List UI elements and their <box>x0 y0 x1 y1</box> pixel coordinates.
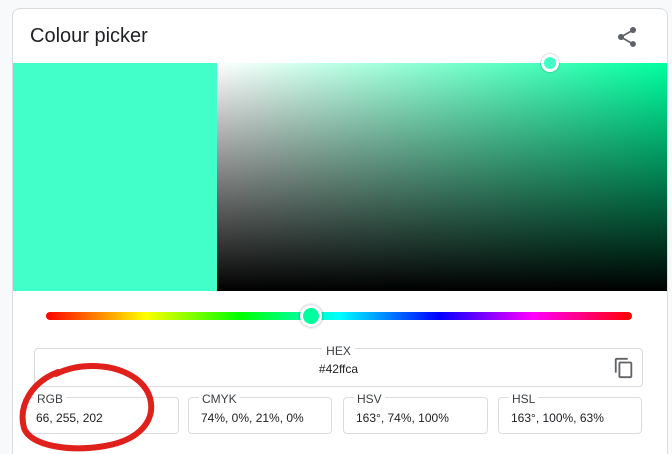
colour-picker-card: Colour picker HEX #42ffca RGB <box>12 8 668 454</box>
saturation-value-area[interactable] <box>217 54 667 291</box>
rgb-field[interactable]: RGB 66, 255, 202 <box>23 392 179 434</box>
hsl-label: HSL <box>509 392 539 406</box>
hue-slider-handle[interactable] <box>300 305 323 327</box>
cmyk-label: CMYK <box>199 392 240 406</box>
hsv-label: HSV <box>354 392 385 406</box>
card-title: Colour picker <box>30 25 148 47</box>
color-preview-swatch <box>13 63 217 291</box>
rgb-label: RGB <box>34 392 67 406</box>
hsl-input[interactable]: 163°, 100%, 63% <box>511 411 604 425</box>
share-icon <box>618 27 636 47</box>
card-header: Colour picker <box>13 9 667 63</box>
cmyk-input[interactable]: 74%, 0%, 21%, 0% <box>201 411 304 425</box>
saturation-value-handle[interactable] <box>541 54 559 72</box>
hsv-field[interactable]: HSV 163°, 74%, 100% <box>343 392 488 434</box>
hex-label: HEX <box>322 344 355 358</box>
copy-button[interactable] <box>613 357 635 379</box>
share-button[interactable] <box>615 25 639 49</box>
hsv-input[interactable]: 163°, 74%, 100% <box>356 411 449 425</box>
copy-icon <box>614 357 633 379</box>
hex-field[interactable]: HEX #42ffca <box>34 344 643 387</box>
hex-input[interactable]: #42ffca <box>318 362 359 376</box>
hsl-field[interactable]: HSL 163°, 100%, 63% <box>498 392 642 434</box>
cmyk-field[interactable]: CMYK 74%, 0%, 21%, 0% <box>188 392 332 434</box>
rgb-input[interactable]: 66, 255, 202 <box>36 411 103 425</box>
hue-slider[interactable] <box>46 305 632 327</box>
